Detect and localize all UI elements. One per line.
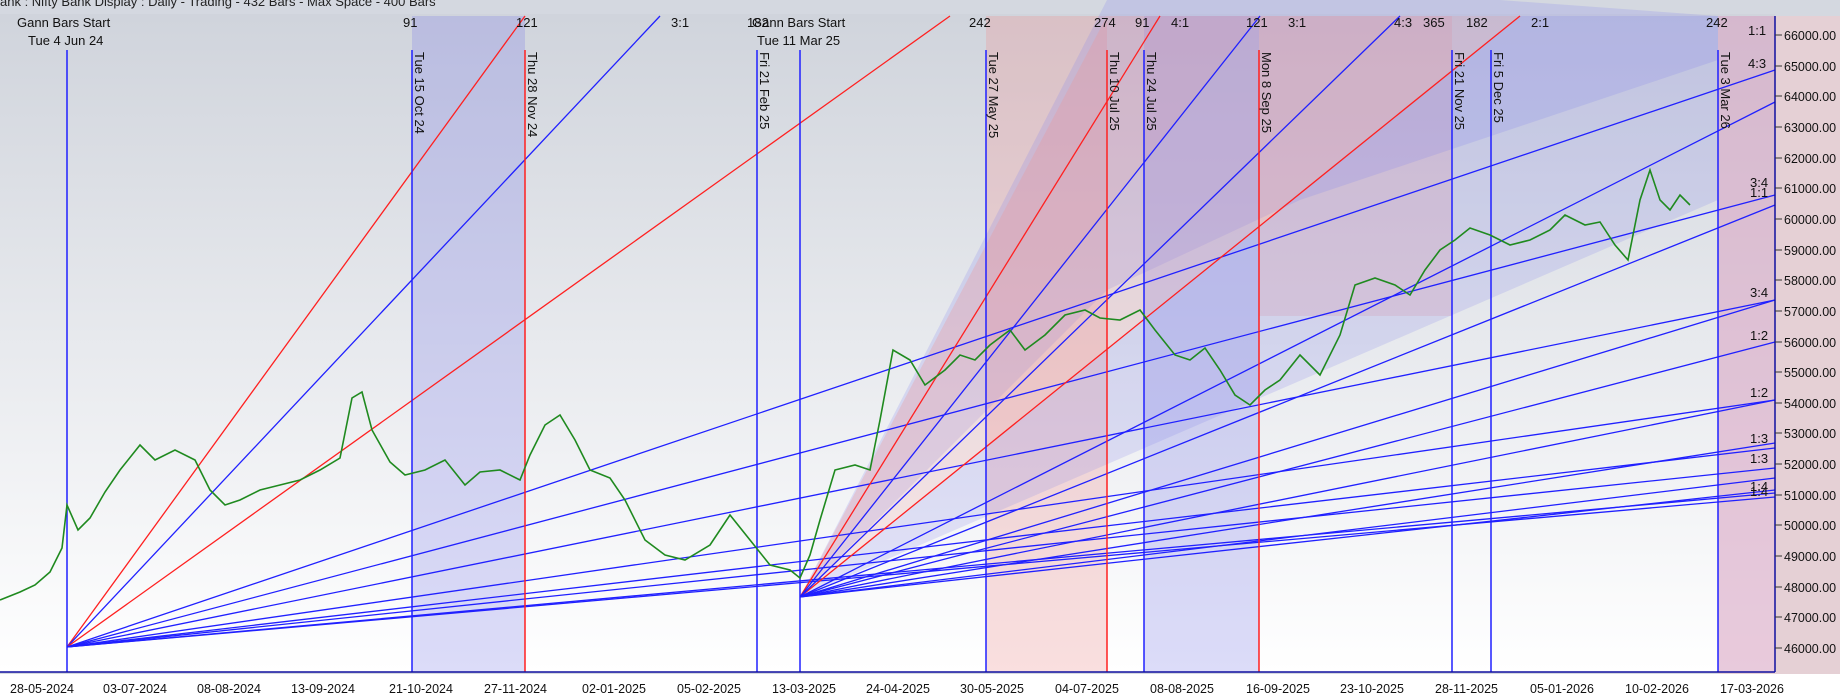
svg-text:3:4: 3:4 (1750, 175, 1768, 190)
svg-text:08-08-2024: 08-08-2024 (197, 682, 261, 696)
top-count-182b: 182 (1466, 15, 1488, 30)
gann-fan-2 (799, 15, 1776, 598)
svg-text:4:3: 4:3 (1748, 56, 1766, 71)
svg-text:24-04-2025: 24-04-2025 (866, 682, 930, 696)
svg-text:56000.00: 56000.00 (1784, 336, 1836, 350)
top-count-242: 242 (969, 15, 991, 30)
svg-text:Fri 21 Feb 25: Fri 21 Feb 25 (757, 52, 772, 129)
svg-text:Thu 28 Nov 24: Thu 28 Nov 24 (525, 52, 540, 137)
svg-text:46000.00: 46000.00 (1784, 642, 1836, 656)
svg-text:1:1: 1:1 (1750, 185, 1768, 200)
svg-text:51000.00: 51000.00 (1784, 489, 1836, 503)
top-count-365: 365 (1423, 15, 1445, 30)
top-count-274: 274 (1094, 15, 1116, 30)
svg-text:17-03-2026: 17-03-2026 (1720, 682, 1784, 696)
price-bars (0, 167, 1691, 601)
gann-start-2-date: Tue 11 Mar 25 (757, 33, 840, 48)
svg-text:55000.00: 55000.00 (1784, 366, 1836, 380)
top-count-91: 91 (403, 15, 417, 30)
top-count-182: 182 (747, 15, 769, 30)
top-count-121: 121 (516, 15, 538, 30)
svg-text:1:3: 1:3 (1750, 451, 1768, 466)
svg-text:63000.00: 63000.00 (1784, 121, 1836, 135)
svg-text:Fri 21 Nov 25: Fri 21 Nov 25 (1452, 52, 1467, 130)
gann-start-2-title: Gann Bars Start (752, 15, 846, 30)
top-labels: 91 121 3:1 182 242 274 91 4:1 121 3:1 4:… (17, 15, 1728, 48)
svg-text:1:3: 1:3 (1750, 431, 1768, 446)
svg-text:28-11-2025: 28-11-2025 (1435, 682, 1498, 696)
svg-text:02-01-2025: 02-01-2025 (582, 682, 646, 696)
svg-text:57000.00: 57000.00 (1784, 305, 1836, 319)
top-ratio-3-1: 3:1 (671, 15, 689, 30)
svg-text:64000.00: 64000.00 (1784, 90, 1836, 104)
svg-text:47000.00: 47000.00 (1784, 611, 1836, 625)
svg-text:61000.00: 61000.00 (1784, 182, 1836, 196)
svg-text:28-05-2024: 28-05-2024 (10, 682, 74, 696)
svg-text:59000.00: 59000.00 (1784, 244, 1836, 258)
right-ratio-labels: 1:1 4:3 3:4 1:1 3:4 1:2 1:2 1:3 1:3 1:4 … (1748, 23, 1768, 499)
svg-text:08-08-2025: 08-08-2025 (1150, 682, 1214, 696)
svg-text:23-10-2025: 23-10-2025 (1340, 682, 1404, 696)
right-axis-shade (1718, 16, 1840, 676)
gann-start-1-date: Tue 4 Jun 24 (28, 33, 103, 48)
svg-text:49000.00: 49000.00 (1784, 550, 1836, 564)
svg-text:1:2: 1:2 (1750, 328, 1768, 343)
svg-text:66000.00: 66000.00 (1784, 29, 1836, 43)
svg-text:1:4: 1:4 (1750, 479, 1768, 494)
svg-text:Tue 3 Mar 26: Tue 3 Mar 26 (1718, 52, 1733, 129)
svg-text:27-11-2024: 27-11-2024 (484, 682, 547, 696)
svg-text:13-09-2024: 13-09-2024 (291, 682, 355, 696)
svg-text:16-09-2025: 16-09-2025 (1246, 682, 1310, 696)
svg-text:62000.00: 62000.00 (1784, 152, 1836, 166)
svg-text:53000.00: 53000.00 (1784, 427, 1836, 441)
top-ratio-3-1b: 3:1 (1288, 15, 1306, 30)
svg-text:58000.00: 58000.00 (1784, 274, 1836, 288)
svg-text:05-01-2026: 05-01-2026 (1530, 682, 1594, 696)
y-axis: 66000.00 65000.00 64000.00 63000.00 6200… (1774, 16, 1836, 672)
svg-text:Tue 27 May 25: Tue 27 May 25 (986, 52, 1001, 138)
top-count-242b: 242 (1706, 15, 1728, 30)
svg-text:Tue 15 Oct 24: Tue 15 Oct 24 (412, 52, 427, 134)
x-axis: 28-05-2024 03-07-2024 08-08-2024 13-09-2… (0, 671, 1840, 700)
svg-text:60000.00: 60000.00 (1784, 213, 1836, 227)
svg-text:54000.00: 54000.00 (1784, 397, 1836, 411)
svg-text:21-10-2024: 21-10-2024 (389, 682, 453, 696)
svg-text:04-07-2025: 04-07-2025 (1055, 682, 1119, 696)
svg-text:1:1: 1:1 (1748, 23, 1766, 38)
top-ratio-2-1: 2:1 (1531, 15, 1549, 30)
svg-text:Thu 24 Jul 25: Thu 24 Jul 25 (1144, 52, 1159, 131)
svg-text:Thu 10 Jul 25: Thu 10 Jul 25 (1107, 52, 1122, 131)
svg-text:1:4: 1:4 (1750, 484, 1768, 499)
svg-text:30-05-2025: 30-05-2025 (960, 682, 1024, 696)
svg-text:03-07-2024: 03-07-2024 (103, 682, 167, 696)
svg-text:10-02-2026: 10-02-2026 (1625, 682, 1689, 696)
top-ratio-4-1: 4:1 (1171, 15, 1189, 30)
vertical-markers (66, 50, 1719, 672)
svg-text:48000.00: 48000.00 (1784, 581, 1836, 595)
top-count-121b: 121 (1246, 15, 1268, 30)
chart-title: ank : Nifty Bank Display : Daily - Tradi… (0, 0, 436, 9)
vertical-date-labels: Tue 15 Oct 24 Thu 28 Nov 24 Fri 21 Feb 2… (412, 52, 1733, 138)
svg-text:65000.00: 65000.00 (1784, 60, 1836, 74)
gann-start-1-title: Gann Bars Start (17, 15, 111, 30)
svg-text:52000.00: 52000.00 (1784, 458, 1836, 472)
svg-text:1:2: 1:2 (1750, 385, 1768, 400)
svg-text:13-03-2025: 13-03-2025 (772, 682, 836, 696)
svg-text:50000.00: 50000.00 (1784, 519, 1836, 533)
svg-text:05-02-2025: 05-02-2025 (677, 682, 741, 696)
svg-text:Mon 8 Sep 25: Mon 8 Sep 25 (1259, 52, 1274, 133)
top-count-91b: 91 (1135, 15, 1149, 30)
svg-text:3:4: 3:4 (1750, 285, 1768, 300)
top-ratio-4-3: 4:3 (1394, 15, 1412, 30)
svg-text:Fri 5 Dec 25: Fri 5 Dec 25 (1491, 52, 1506, 123)
